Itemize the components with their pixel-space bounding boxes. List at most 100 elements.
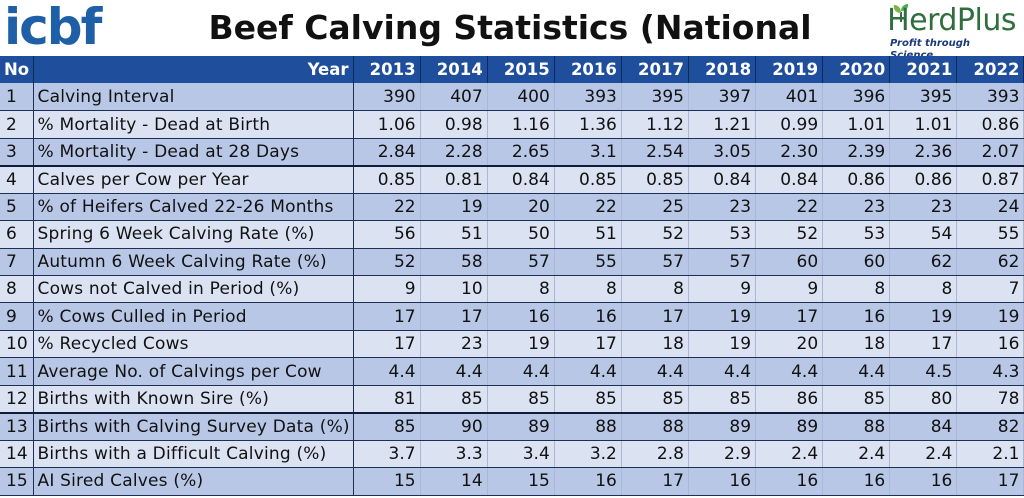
table-cell-value: 8 bbox=[822, 275, 891, 304]
table-cell-value: 2.1 bbox=[956, 440, 1024, 469]
table-cell-value: 15 bbox=[353, 467, 421, 496]
row-label: Calving Interval bbox=[33, 83, 354, 112]
table-cell-value: 3.4 bbox=[487, 440, 555, 469]
table-cell-value: 4.4 bbox=[554, 357, 622, 386]
table-cell-value: 2.65 bbox=[487, 138, 555, 167]
icbf-logo-text: icbf bbox=[4, 0, 102, 56]
table-header-row: No Year 2013 2014 2015 2016 2017 2018 2019 2020… bbox=[0, 56, 1024, 84]
table-row: 3% Mortality - Dead at 28 Days 2.84 2.28 2.… bbox=[0, 138, 1024, 167]
column-header-year-value: 2013 bbox=[353, 56, 421, 84]
table-cell-value: 19 bbox=[420, 193, 488, 222]
row-number: 7 bbox=[0, 248, 34, 277]
table-cell-value: 55 bbox=[554, 248, 622, 277]
table-cell-value: 23 bbox=[822, 193, 891, 222]
table-cell-value: 2.4 bbox=[889, 440, 958, 469]
table-cell-value: 60 bbox=[755, 248, 824, 277]
table-cell-value: 84 bbox=[889, 412, 958, 441]
column-header-year-value: 2022 bbox=[956, 56, 1024, 84]
table-cell-value: 14 bbox=[420, 467, 488, 496]
row-label: % Mortality - Dead at Birth bbox=[33, 110, 354, 139]
row-label: Cows not Calved in Period (%) bbox=[33, 275, 354, 304]
table-cell-value: 53 bbox=[822, 220, 891, 249]
row-number: 11 bbox=[0, 357, 34, 386]
row-label: % of Heifers Calved 22-26 Months bbox=[33, 193, 354, 222]
table-cell-value: 8 bbox=[487, 275, 555, 304]
table-cell-value: 22 bbox=[755, 193, 824, 222]
table-cell-value: 4.3 bbox=[956, 357, 1024, 386]
table-cell-value: 16 bbox=[755, 467, 824, 496]
table-cell-value: 19 bbox=[688, 330, 757, 359]
table-cell-value: 0.86 bbox=[956, 110, 1024, 139]
table-cell-value: 0.98 bbox=[420, 110, 488, 139]
table-cell-value: 60 bbox=[822, 248, 891, 277]
row-number: 8 bbox=[0, 275, 34, 304]
table-cell-value: 85 bbox=[487, 385, 555, 414]
table-cell-value: 2.39 bbox=[822, 138, 891, 167]
table-row: 5% of Heifers Calved 22-26 Months 22 19 20 2… bbox=[0, 193, 1024, 222]
table-cell-value: 20 bbox=[755, 330, 824, 359]
calving-stats-table: No Year 2013 2014 2015 2016 2017 2018 2019 2020… bbox=[0, 56, 1024, 496]
table-cell-value: 0.84 bbox=[755, 165, 824, 194]
table-cell-value: 4.4 bbox=[487, 357, 555, 386]
table-cell-value: 401 bbox=[755, 83, 824, 112]
table-cell-value: 9 bbox=[353, 275, 421, 304]
table-cell-value: 85 bbox=[621, 385, 689, 414]
table-cell-value: 89 bbox=[755, 412, 824, 441]
column-header-year-value: 2019 bbox=[755, 56, 824, 84]
table-cell-value: 3.3 bbox=[420, 440, 488, 469]
column-header-year: Year bbox=[33, 56, 354, 84]
row-label: Births with Known Sire (%) bbox=[33, 385, 354, 414]
table-row: 1 Calving Interval 390 407 400 393 395 397 401 39… bbox=[0, 83, 1024, 112]
column-header-year-value: 2015 bbox=[487, 56, 555, 84]
table-cell-value: 396 bbox=[822, 83, 891, 112]
table-cell-value: 51 bbox=[420, 220, 488, 249]
column-header-no: No bbox=[0, 56, 34, 84]
table-cell-value: 17 bbox=[956, 467, 1024, 496]
table-cell-value: 17 bbox=[621, 467, 689, 496]
table-cell-value: 4.4 bbox=[755, 357, 824, 386]
table-row: 7 Autumn 6 Week Calving Rate (%) 52 58 57 55 5… bbox=[0, 248, 1024, 277]
table-cell-value: 19 bbox=[487, 330, 555, 359]
table-cell-value: 88 bbox=[621, 412, 689, 441]
table-cell-value: 16 bbox=[889, 467, 958, 496]
table-cell-value: 54 bbox=[889, 220, 958, 249]
table-cell-value: 0.85 bbox=[353, 165, 421, 194]
table-cell-value: 57 bbox=[688, 248, 757, 277]
table-cell-value: 55 bbox=[956, 220, 1024, 249]
table-cell-value: 7 bbox=[956, 275, 1024, 304]
table-cell-value: 22 bbox=[353, 193, 421, 222]
table-row: 15 AI Sired Calves (%) 15 14 15 16 17 16 16 16 16 1… bbox=[0, 467, 1024, 496]
table-cell-value: 16 bbox=[487, 302, 555, 331]
table-cell-value: 4.4 bbox=[688, 357, 757, 386]
table-row: 6 Spring 6 Week Calving Rate (%) 56 51 50 51 5… bbox=[0, 220, 1024, 249]
table-cell-value: 2.36 bbox=[889, 138, 958, 167]
table-cell-value: 3.1 bbox=[554, 138, 622, 167]
sprout-icon bbox=[893, 4, 909, 22]
table-cell-value: 4.5 bbox=[889, 357, 958, 386]
table-cell-value: 17 bbox=[621, 302, 689, 331]
table-cell-value: 4.4 bbox=[420, 357, 488, 386]
table-cell-value: 17 bbox=[353, 302, 421, 331]
table-cell-value: 1.06 bbox=[353, 110, 421, 139]
table-cell-value: 395 bbox=[889, 83, 958, 112]
row-number: 15 bbox=[0, 467, 34, 496]
table-cell-value: 8 bbox=[889, 275, 958, 304]
table-cell-value: 82 bbox=[956, 412, 1024, 441]
row-label: Spring 6 Week Calving Rate (%) bbox=[33, 220, 354, 249]
row-label: Calves per Cow per Year bbox=[33, 165, 354, 194]
table-cell-value: 81 bbox=[353, 385, 421, 414]
row-label: AI Sired Calves (%) bbox=[33, 467, 354, 496]
table-cell-value: 19 bbox=[956, 302, 1024, 331]
row-number: 3 bbox=[0, 138, 34, 167]
header-bar: icbf Beef Calving Statistics (National A… bbox=[0, 0, 1024, 95]
table-cell-value: 393 bbox=[956, 83, 1024, 112]
table-cell-value: 18 bbox=[621, 330, 689, 359]
table-cell-value: 15 bbox=[487, 467, 555, 496]
row-number: 12 bbox=[0, 385, 34, 414]
table-cell-value: 62 bbox=[889, 248, 958, 277]
table-cell-value: 2.4 bbox=[755, 440, 824, 469]
table-cell-value: 1.36 bbox=[554, 110, 622, 139]
table-cell-value: 78 bbox=[956, 385, 1024, 414]
table-cell-value: 0.81 bbox=[420, 165, 488, 194]
table-cell-value: 1.01 bbox=[889, 110, 958, 139]
